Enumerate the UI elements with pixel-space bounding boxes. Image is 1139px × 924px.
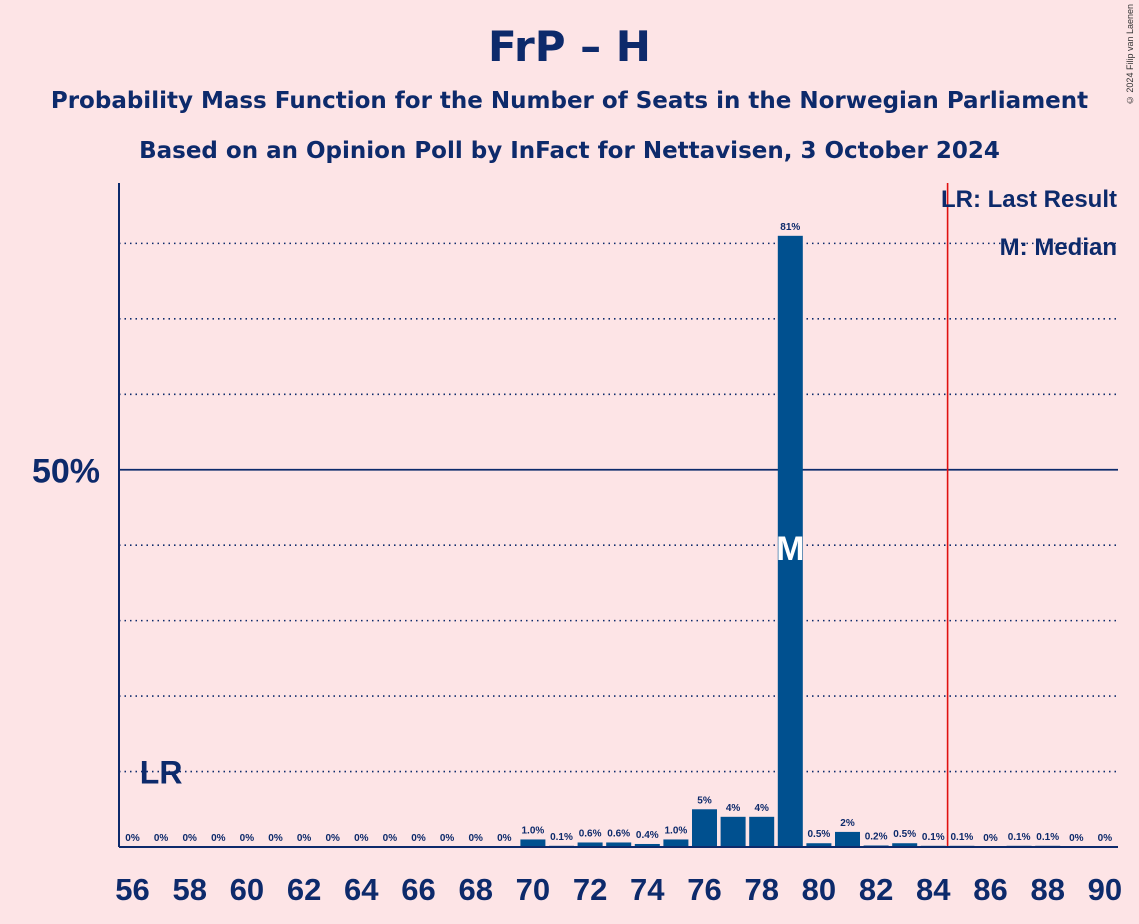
x-tick-label: 58 [172,872,206,907]
bar-value-label: 1.0% [522,825,545,836]
bar-value-label: 0% [211,833,226,844]
legend-last-result: LR: Last Result [940,186,1117,213]
bar [777,235,803,847]
bar [720,816,746,847]
bar-value-label: 0% [468,833,483,844]
bar-value-label: 0% [1069,833,1084,844]
bar-value-label: 0% [154,833,169,844]
bar-value-label: 0.5% [808,829,831,840]
bar-value-label: 0% [411,833,426,844]
x-tick-label: 62 [287,872,321,907]
bar-value-label: 0.5% [893,829,916,840]
x-tick-label: 78 [744,872,778,907]
x-tick-label: 70 [516,872,550,907]
bar [835,831,860,847]
bar-value-label: 0.6% [607,828,630,839]
bar [520,839,546,847]
bar-value-label: 0% [268,833,283,844]
bar-value-label: 0% [383,833,398,844]
x-tick-label: 66 [401,872,435,907]
bar-value-label: 0.2% [865,831,888,842]
last-result-marker: LR [140,755,183,791]
bar-value-label: 0% [325,833,340,844]
bar-value-label: 0% [125,833,140,844]
bar-value-label: 0% [1098,833,1113,844]
x-tick-label: 64 [344,872,379,907]
bar [634,843,660,847]
bar-value-label: 1.0% [665,825,688,836]
bar-value-label: 0% [497,833,512,844]
bar-value-label: 81% [780,222,800,233]
bar-value-label: 2% [840,818,855,829]
chart-subtitle: Probability Mass Function for the Number… [50,88,1089,114]
bar-value-label: 0% [440,833,455,844]
legend-median: M: Median [999,234,1117,261]
bar [892,843,918,847]
bar-value-label: 4% [726,803,741,814]
bar-value-label: 0.1% [1008,832,1031,843]
x-tick-label: 68 [458,872,492,907]
chart-subtitle-poll: Based on an Opinion Poll by InFact for N… [139,138,1000,164]
bar-value-label: 0.1% [922,832,945,843]
bar [692,809,717,847]
bar-value-label: 0% [297,833,312,844]
bar-value-label: 0.1% [550,832,573,843]
chart-title: FrP – H [488,22,651,71]
bar [749,816,775,847]
x-tick-label: 60 [230,872,264,907]
bar-value-label: 0% [182,833,197,844]
bar-value-label: 0.4% [636,830,659,841]
bar-value-label: 5% [697,795,712,806]
x-tick-label: 86 [973,872,1007,907]
bar-value-label: 4% [754,803,769,814]
bar [606,842,632,847]
x-tick-label: 90 [1088,872,1122,907]
bar-value-label: 0% [240,833,255,844]
y-tick-label: 50% [32,453,100,491]
x-tick-label: 76 [687,872,721,907]
x-tick-label: 84 [916,872,951,907]
bar-value-label: 0.1% [1036,832,1059,843]
bar [663,839,689,847]
bar [806,843,832,847]
bar [577,842,603,847]
x-tick-label: 72 [573,872,607,907]
bar-value-label: 0% [983,833,998,844]
x-tick-label: 80 [802,872,836,907]
x-tick-label: 56 [115,872,149,907]
median-marker: M [776,530,804,568]
bar-value-label: 0.1% [951,832,974,843]
x-tick-label: 74 [630,872,665,907]
x-tick-label: 82 [859,872,893,907]
bar-value-label: 0% [354,833,369,844]
x-tick-label: 88 [1030,872,1064,907]
bar-value-label: 0.6% [579,828,602,839]
